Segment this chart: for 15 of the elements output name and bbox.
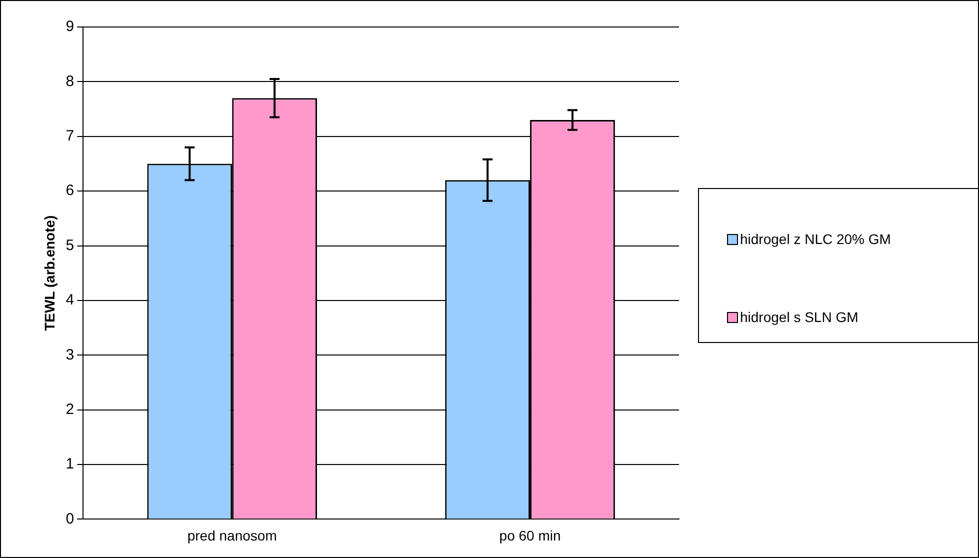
y-tick-label: 6 [66, 182, 74, 200]
y-tick-label: 8 [66, 72, 74, 90]
y-axis-title: TEWL (arb.enote) [41, 215, 58, 331]
x-tick-label: po 60 min [499, 527, 561, 544]
y-tick-label: 4 [66, 292, 74, 309]
legend-label: hidrogel z NLC 20% GM [740, 231, 891, 247]
y-tick-label: 5 [66, 236, 74, 254]
y-tick-label: 1 [66, 456, 74, 473]
x-tick-label: pred nanosom [187, 527, 277, 544]
legend-label: hidrogel s SLN GM [740, 309, 858, 325]
y-tick-label: 7 [66, 128, 74, 145]
y-tick-label: 9 [66, 18, 74, 36]
y-tick-label: 0 [66, 510, 74, 528]
y-tick-label: 2 [66, 400, 74, 418]
y-tick-label: 3 [66, 346, 74, 364]
